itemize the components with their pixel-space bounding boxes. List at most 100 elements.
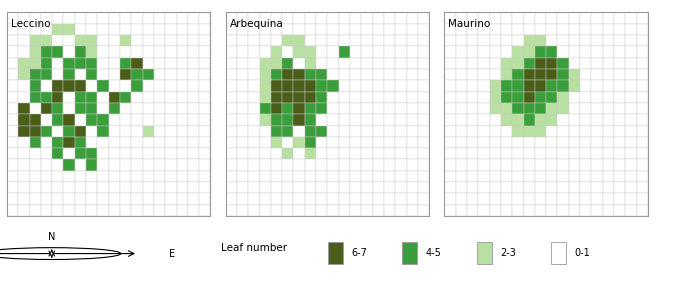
Bar: [327, 103, 339, 114]
Bar: [558, 80, 569, 92]
Bar: [18, 182, 30, 193]
Bar: [293, 159, 305, 171]
Bar: [501, 12, 512, 24]
Bar: [395, 46, 406, 58]
Bar: [580, 171, 591, 182]
Bar: [97, 148, 109, 159]
Bar: [546, 46, 558, 58]
Bar: [293, 114, 305, 125]
Bar: [602, 148, 614, 159]
Bar: [165, 171, 177, 182]
Bar: [248, 58, 259, 69]
Bar: [373, 125, 384, 137]
Bar: [625, 182, 637, 193]
Bar: [86, 92, 97, 103]
Bar: [490, 24, 501, 35]
Bar: [362, 24, 373, 35]
Bar: [637, 193, 648, 205]
Bar: [455, 193, 467, 205]
Bar: [86, 125, 97, 137]
Bar: [7, 35, 18, 46]
Bar: [477, 242, 492, 264]
Bar: [109, 92, 120, 103]
Bar: [558, 193, 569, 205]
Bar: [165, 69, 177, 80]
Bar: [109, 137, 120, 148]
Bar: [478, 35, 490, 46]
Bar: [165, 205, 177, 216]
Bar: [455, 171, 467, 182]
Bar: [271, 35, 282, 46]
Bar: [248, 24, 259, 35]
Bar: [524, 80, 535, 92]
Bar: [395, 193, 406, 205]
Bar: [602, 182, 614, 193]
Bar: [199, 80, 210, 92]
Bar: [248, 69, 259, 80]
Bar: [512, 125, 524, 137]
Bar: [467, 80, 478, 92]
Bar: [490, 125, 501, 137]
Bar: [7, 125, 18, 137]
Bar: [478, 137, 490, 148]
Bar: [131, 148, 143, 159]
Bar: [259, 148, 271, 159]
Bar: [524, 12, 535, 24]
Bar: [63, 58, 75, 69]
Bar: [339, 171, 350, 182]
Bar: [395, 69, 406, 80]
Bar: [362, 171, 373, 182]
Bar: [637, 69, 648, 80]
Bar: [259, 125, 271, 137]
Bar: [271, 114, 282, 125]
Bar: [602, 92, 614, 103]
Bar: [455, 103, 467, 114]
Bar: [339, 69, 350, 80]
Bar: [226, 80, 237, 92]
Bar: [444, 24, 455, 35]
Bar: [259, 46, 271, 58]
Bar: [271, 46, 282, 58]
Bar: [478, 69, 490, 80]
Bar: [490, 193, 501, 205]
Bar: [384, 159, 395, 171]
Bar: [316, 103, 328, 114]
Bar: [41, 46, 52, 58]
Bar: [282, 24, 293, 35]
Bar: [625, 103, 637, 114]
Bar: [535, 69, 546, 80]
Bar: [614, 69, 625, 80]
Bar: [226, 24, 237, 35]
Bar: [177, 171, 188, 182]
Bar: [165, 46, 177, 58]
Bar: [18, 103, 30, 114]
Bar: [591, 103, 602, 114]
Bar: [625, 114, 637, 125]
Bar: [455, 114, 467, 125]
Bar: [602, 58, 614, 69]
Bar: [188, 182, 199, 193]
Bar: [41, 193, 52, 205]
Bar: [259, 80, 271, 92]
Bar: [199, 35, 210, 46]
Bar: [154, 182, 165, 193]
Bar: [569, 159, 580, 171]
Bar: [490, 12, 501, 24]
Bar: [625, 205, 637, 216]
Bar: [467, 182, 478, 193]
Bar: [75, 137, 86, 148]
Bar: [237, 114, 248, 125]
Bar: [143, 159, 154, 171]
Bar: [52, 46, 63, 58]
Bar: [478, 182, 490, 193]
Bar: [131, 193, 143, 205]
Bar: [418, 58, 429, 69]
Bar: [373, 12, 384, 24]
Bar: [501, 159, 512, 171]
Bar: [271, 80, 282, 92]
Bar: [591, 171, 602, 182]
Bar: [165, 35, 177, 46]
Bar: [199, 159, 210, 171]
Bar: [535, 92, 546, 103]
Bar: [591, 125, 602, 137]
